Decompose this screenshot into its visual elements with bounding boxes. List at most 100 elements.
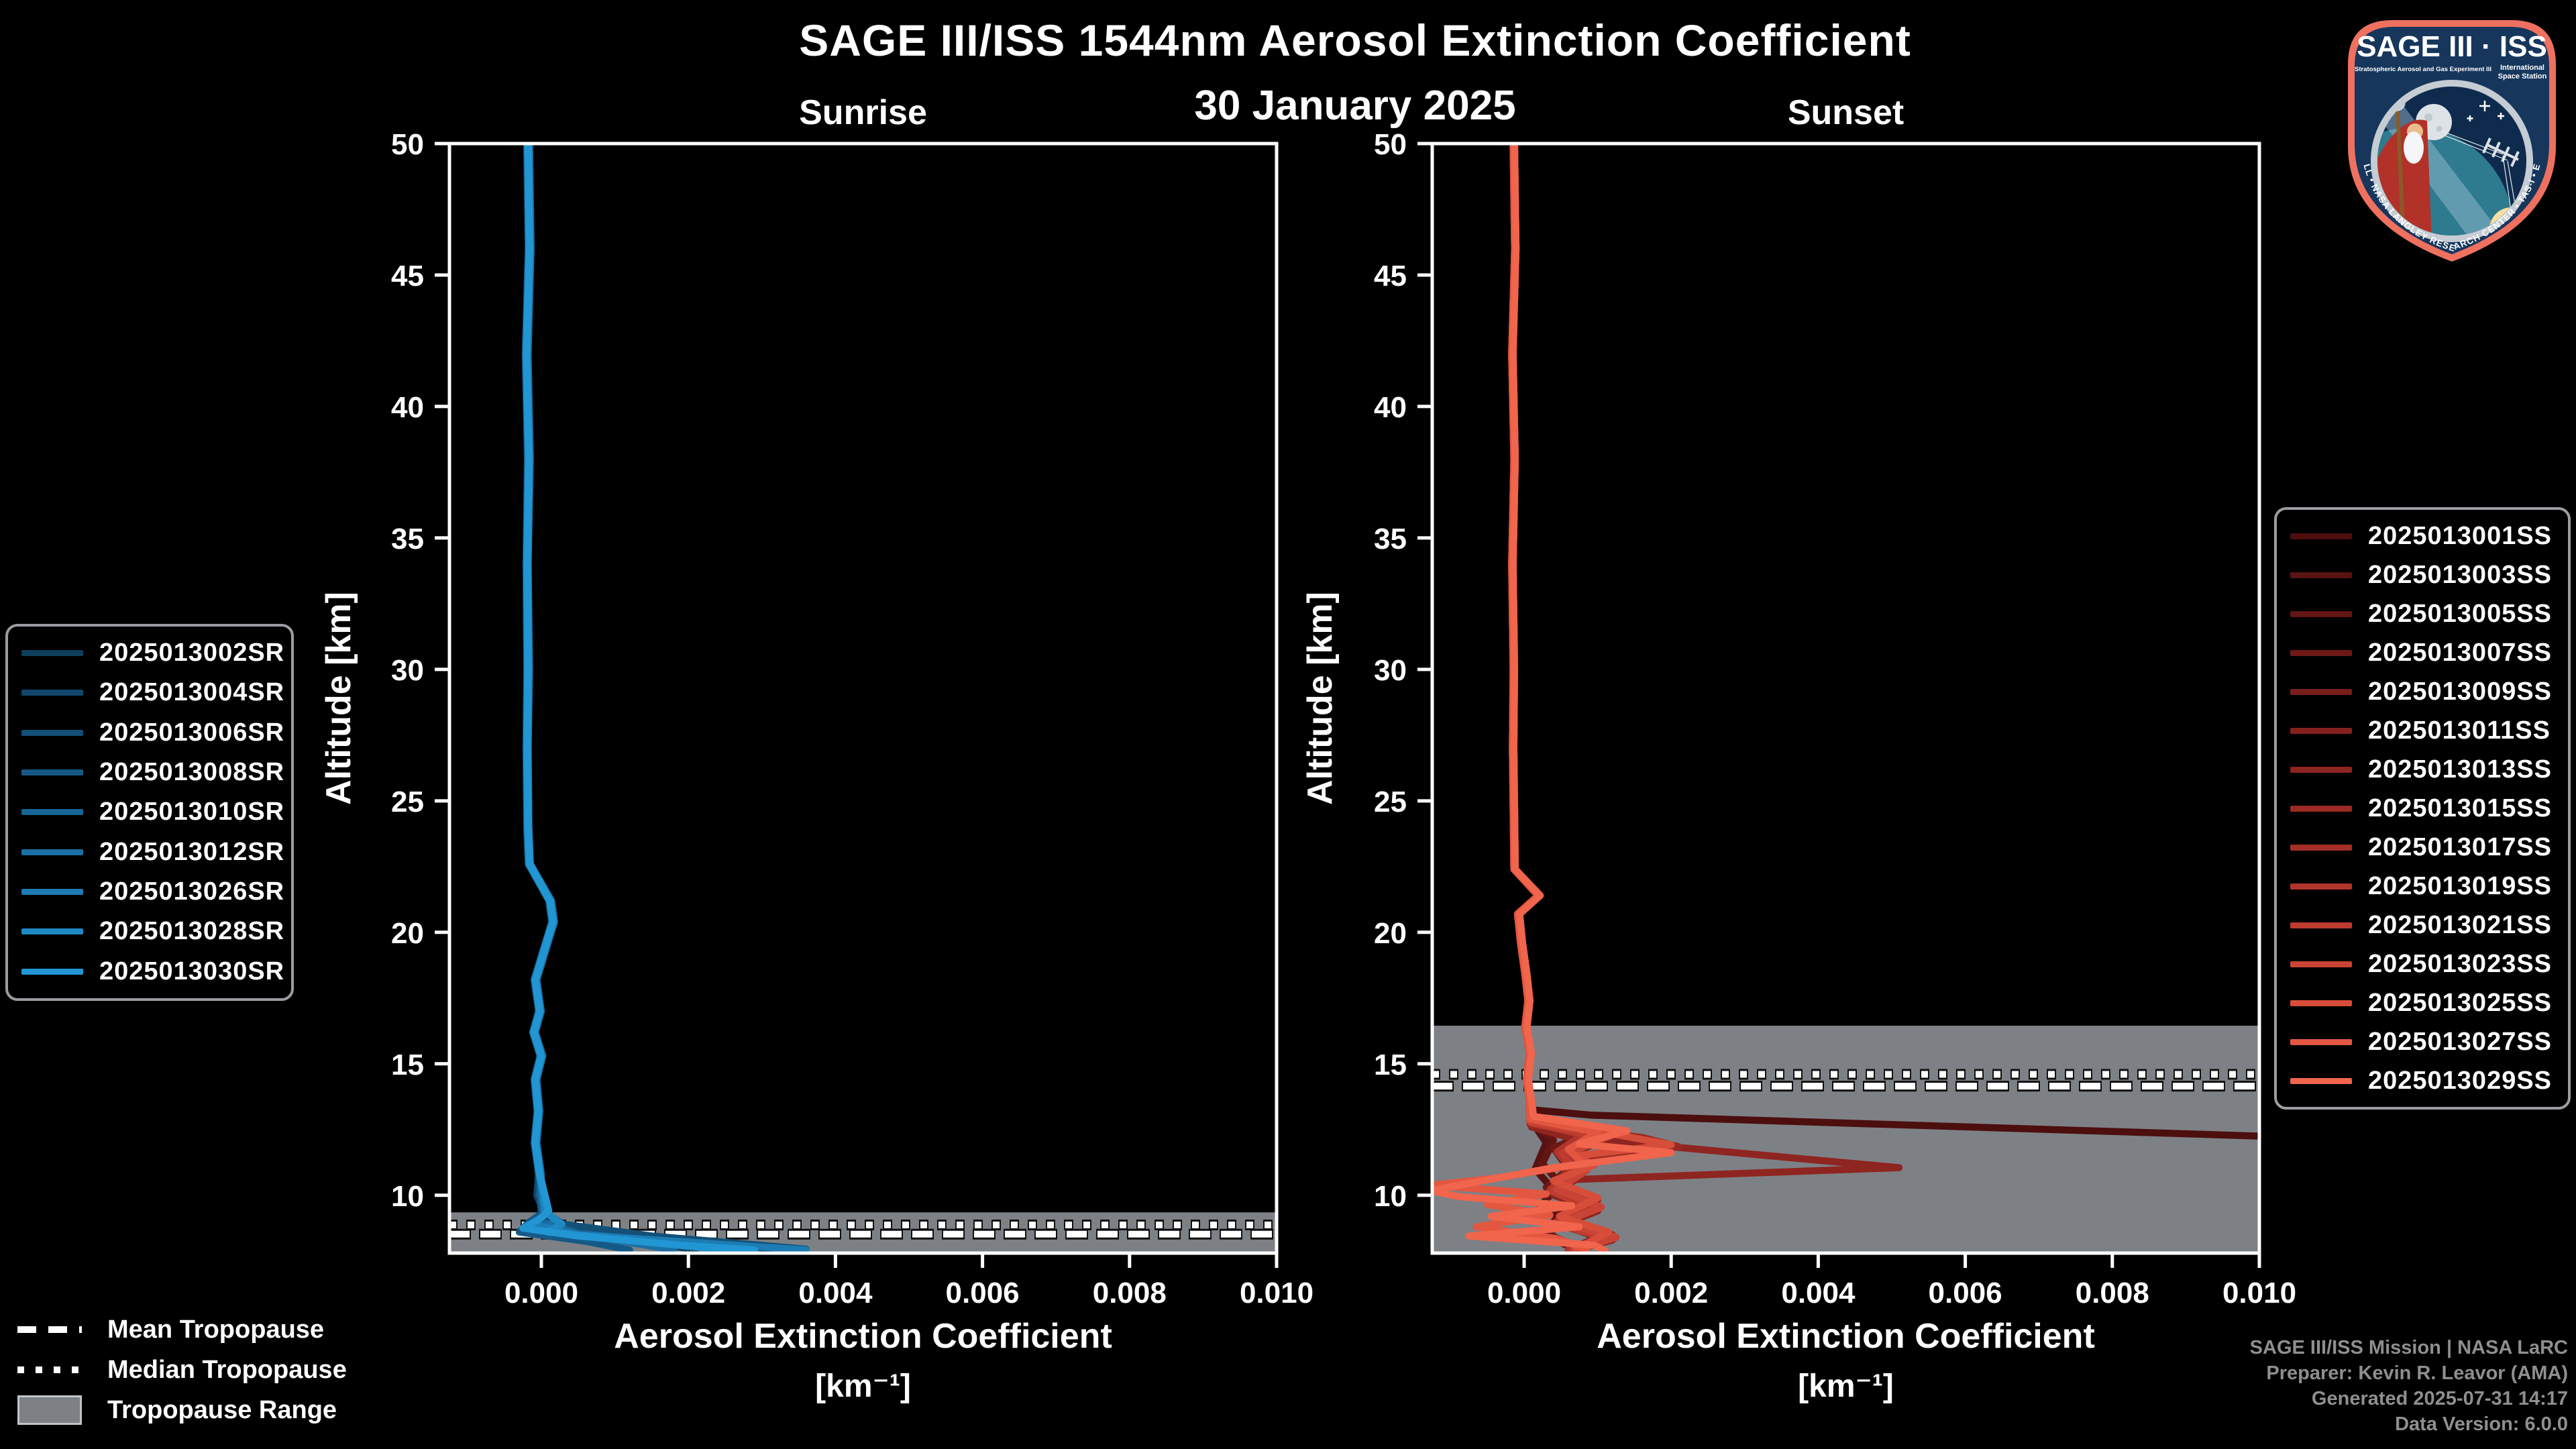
y-tick-label: 20 <box>391 917 424 950</box>
attribution-mission: SAGE III/ISS Mission | NASA LaRC <box>2249 1337 2568 1358</box>
legend-label: 2025013002SR <box>99 639 285 667</box>
legend-label: 2025013007SS <box>2368 638 2553 667</box>
legend-item: 2025013025SS <box>2277 989 2568 1018</box>
profile-2025013004SR <box>521 144 700 1253</box>
legend-line-icon <box>2290 766 2352 773</box>
legend-line-icon <box>21 809 83 816</box>
legend-line-icon <box>2290 961 2352 967</box>
x-tick-label: 0.002 <box>651 1277 725 1309</box>
legend-label: 2025013015SS <box>2368 794 2553 822</box>
y-tick-label: 35 <box>1374 523 1407 555</box>
sunrise-legend: 2025013002SR 2025013004SR 2025013006SR 2025… <box>5 624 294 1001</box>
legend-label: 2025013028SR <box>99 917 285 946</box>
plot-frame <box>1430 142 2261 1255</box>
x-axis-label-sunrise: Aerosol Extinction Coefficient <box>614 1317 1112 1356</box>
legend-item: 2025013001SS <box>2277 522 2568 551</box>
legend-item: 2025013011SS <box>2277 716 2568 745</box>
x-tick-label: 0.004 <box>1781 1277 1856 1309</box>
legend-item: 2025013017SS <box>2277 833 2568 862</box>
legend-item: 2025013027SS <box>2277 1028 2568 1057</box>
logo-moon-crater-icon <box>2424 113 2432 121</box>
legend-item: 2025013028SR <box>8 917 291 946</box>
legend-label: 2025013013SS <box>2368 755 2553 784</box>
legend-label: 2025013009SS <box>2368 677 2553 706</box>
panel-title-sunrise: Sunrise <box>799 93 927 132</box>
legend-item: 2025013026SR <box>8 877 291 906</box>
y-tick-label: 40 <box>391 391 424 424</box>
x-tick-label: 0.006 <box>1929 1277 2002 1309</box>
legend-line-icon <box>2290 649 2352 656</box>
legend-item: 2025013029SS <box>2277 1067 2568 1095</box>
legend-line-icon <box>21 729 83 736</box>
legend-line-icon <box>2290 1000 2352 1006</box>
mean-tropopause-legend-item: Mean Tropopause <box>17 1309 347 1350</box>
legend-line-icon <box>2290 883 2352 890</box>
x-tick-label: 0.008 <box>1093 1277 1167 1309</box>
legend-line-icon <box>2290 688 2352 695</box>
legend-label: 2025013025SS <box>2368 988 2553 1017</box>
legend-line-icon <box>2290 922 2352 928</box>
panel-title-sunset: Sunset <box>1787 93 1904 132</box>
sunrise-chart: 0.000 0.002 0.004 0.006 0.008 0.010 10 15 20 25 30… <box>391 128 1313 1309</box>
legend-line-icon <box>21 769 83 776</box>
median-tropopause-dot-icon <box>17 1366 82 1373</box>
y-tick-label: 50 <box>391 128 424 161</box>
legend-label: 2025013026SR <box>99 877 285 906</box>
profile-2025013002SR <box>523 144 788 1253</box>
sunset-chart: 0.000 0.002 0.004 0.006 0.008 0.010 10 15 20 25 30… <box>1374 128 2296 1309</box>
y-tick-label: 20 <box>1374 917 1407 950</box>
y-axis-label-sunset: Altitude [km] <box>1301 592 1340 805</box>
mission-logo: SAGE III · ISS Stratospheric Aerosol and… <box>2328 0 2556 262</box>
y-tick-label: 10 <box>391 1180 424 1213</box>
logo-figure-beard-icon <box>2404 131 2424 164</box>
attribution-version: Data Version: 6.0.0 <box>2395 1413 2568 1435</box>
y-tick-label: 15 <box>391 1049 424 1081</box>
legend-item: 2025013009SS <box>2277 678 2568 706</box>
legend-label: 2025013011SS <box>2368 716 2551 745</box>
attribution-preparer: Preparer: Kevin R. Leavor (AMA) <box>2266 1362 2568 1384</box>
tropopause-range-legend-item: Tropopause Range <box>17 1390 347 1430</box>
legend-item: 2025013008SR <box>8 758 291 787</box>
legend-item: 2025013006SR <box>8 718 291 747</box>
legend-line-icon <box>2290 805 2352 812</box>
legend-line-icon <box>21 650 83 657</box>
mean-tropopause-dash-icon <box>17 1326 82 1333</box>
y-tick-label: 45 <box>391 260 424 292</box>
x-tick-label: 0.004 <box>798 1277 873 1309</box>
x-tick-label: 0.002 <box>1634 1277 1708 1309</box>
legend-item: 2025013013SS <box>2277 755 2568 784</box>
median-tropopause-legend-item: Median Tropopause <box>17 1350 347 1390</box>
figure-title: SAGE III/ISS 1544nm Aerosol Extinction C… <box>799 15 1911 65</box>
attribution-generated: Generated 2025-07-31 14:17 <box>2311 1388 2568 1409</box>
legend-label: 2025013003SS <box>2368 560 2553 589</box>
y-tick-label: 25 <box>1374 786 1407 818</box>
legend-line-icon <box>21 690 83 696</box>
tropopause-legend: Mean Tropopause Median Tropopause Tropop… <box>17 1309 347 1430</box>
profile-2025013010SR <box>525 144 744 1253</box>
legend-item: 2025013019SS <box>2277 872 2568 901</box>
profile-2025013012SR <box>523 144 678 1253</box>
x-axis-unit-sunrise: [km⁻¹] <box>815 1368 911 1404</box>
legend-item: 2025013003SS <box>2277 561 2568 590</box>
legend-label: 2025013029SS <box>2368 1066 2553 1095</box>
legend-item: 2025013021SS <box>2277 911 2568 940</box>
legend-item: 2025013005SS <box>2277 600 2568 629</box>
y-tick-label: 15 <box>1374 1049 1407 1081</box>
legend-label: 2025013005SS <box>2368 599 2553 628</box>
attribution: SAGE III/ISS Mission | NASA LaRC Prepare… <box>2250 1335 2568 1437</box>
profile-2025013030SR <box>519 144 759 1253</box>
y-tick-label: 50 <box>1374 128 1407 161</box>
y-tick-label: 35 <box>391 523 424 555</box>
legend-label: 2025013012SR <box>99 837 285 866</box>
legend-label: 2025013010SR <box>99 798 285 826</box>
logo-iss-icon <box>2482 138 2520 167</box>
legend-line-icon <box>2290 610 2352 617</box>
profile-2025013029SS <box>1432 144 1675 1253</box>
legend-item: 2025013002SR <box>8 639 291 667</box>
x-tick-label: 0.010 <box>1240 1277 1313 1309</box>
legend-label: 2025013017SS <box>2368 833 2553 861</box>
x-tick-label: 0.006 <box>946 1277 1020 1309</box>
legend-label: 2025013021SS <box>2368 910 2553 939</box>
profile-2025013026SR <box>523 144 810 1253</box>
logo-moon-crater-icon <box>2436 125 2443 132</box>
